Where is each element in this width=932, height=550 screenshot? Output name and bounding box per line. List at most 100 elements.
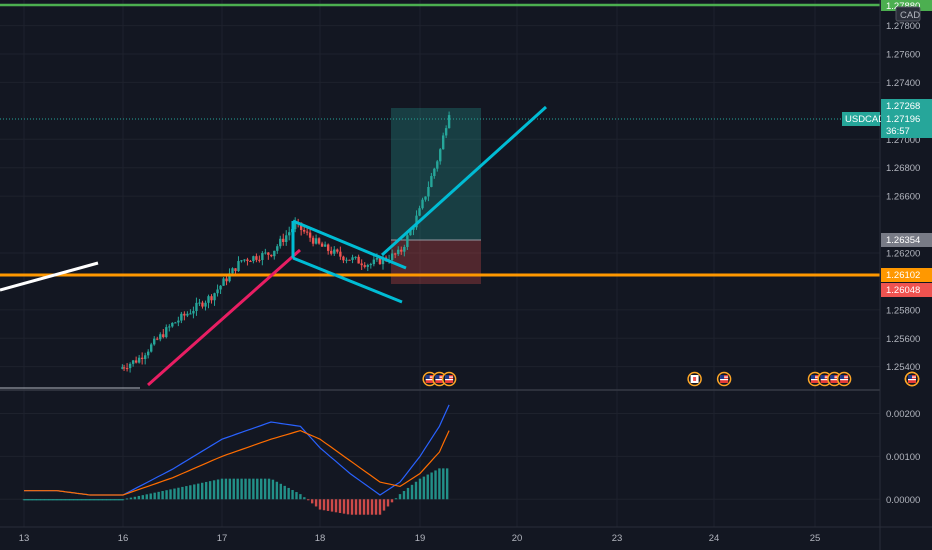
histogram-bar (29, 499, 32, 501)
histogram-bar (240, 478, 243, 500)
histogram-bar (57, 499, 60, 501)
candle-body (237, 261, 240, 272)
histogram-bar (33, 499, 36, 501)
candle-body (444, 128, 448, 136)
price-pane[interactable] (0, 3, 920, 389)
candle-body (378, 257, 382, 265)
price-tick-label: 1.27400 (886, 78, 920, 89)
histogram-bar (394, 498, 398, 500)
histogram-bar (79, 499, 82, 501)
histogram-bar (108, 499, 111, 501)
histogram-bar (59, 499, 63, 501)
candle-body (216, 289, 219, 294)
histogram-bar (350, 499, 354, 515)
histogram-bar (55, 499, 59, 501)
candle-body (122, 367, 126, 369)
histogram-bar (75, 499, 78, 501)
candle-body (252, 256, 255, 262)
candle-body (140, 357, 144, 359)
time-tick-label: 16 (118, 533, 129, 544)
candle-body (363, 265, 366, 267)
macd-axis[interactable]: 0.00200 0.00100 0.00000 (886, 409, 920, 506)
candle-body (134, 360, 138, 363)
symbol-badge: USDCAD (842, 112, 885, 126)
price-tick-label: 1.26600 (886, 192, 920, 203)
candle-body (210, 296, 213, 301)
candle-body (121, 367, 124, 369)
us-flag-icon[interactable] (441, 371, 457, 387)
candle-body (293, 222, 297, 230)
candle-body (150, 344, 153, 352)
currency-badge[interactable]: CAD (895, 6, 921, 22)
candle-body (261, 253, 264, 260)
histogram-bar (374, 499, 378, 515)
economic-events[interactable] (422, 371, 920, 387)
candle-body (302, 229, 306, 232)
flag-upper-line[interactable] (292, 219, 407, 270)
histogram-bar (279, 483, 282, 500)
candle-body (267, 252, 270, 255)
candle-body (400, 249, 403, 252)
stop-loss-zone[interactable] (391, 240, 481, 284)
histogram-bar (39, 499, 43, 501)
candle-body (409, 229, 412, 236)
candle-body (351, 257, 354, 260)
candle-body (441, 135, 445, 150)
histogram-bar (34, 499, 38, 501)
flag-lower-line[interactable] (292, 256, 403, 304)
price-axis[interactable]: 1.27800 1.27600 1.27400 1.27000 1.26800 1.266… (886, 21, 920, 373)
candle-body (143, 355, 147, 359)
candle-body (436, 161, 439, 169)
ca-flag-icon[interactable] (687, 371, 702, 387)
candle-body (171, 322, 174, 327)
candle-body (372, 259, 376, 265)
candle-body (258, 259, 261, 261)
histogram-bar (212, 480, 216, 500)
histogram-bar (197, 483, 200, 500)
svg-text:CAD: CAD (900, 10, 920, 21)
time-tick-label: 20 (512, 533, 523, 544)
histogram-bar (107, 499, 110, 501)
histogram-bar (434, 470, 437, 500)
impulse-trend-line[interactable] (147, 248, 301, 387)
candle-body (326, 244, 330, 251)
histogram-bar (390, 499, 394, 503)
histogram-bar (402, 491, 406, 500)
histogram-bar (53, 499, 56, 501)
histogram-bar (87, 499, 90, 501)
histogram-bar (41, 499, 44, 501)
histogram-bar (99, 499, 102, 501)
us-flag-icon[interactable] (716, 371, 732, 387)
histogram-bar (366, 499, 370, 515)
histogram-bar (338, 499, 342, 513)
candle-body (288, 232, 291, 236)
us-flag-icon[interactable] (904, 371, 920, 387)
histogram-bar (76, 499, 80, 501)
histogram-bar (26, 499, 30, 501)
macd-pane[interactable] (22, 404, 450, 515)
histogram-bar (109, 499, 113, 501)
histogram-bar (38, 499, 42, 501)
time-axis[interactable]: 13 16 17 18 19 20 23 24 25 (19, 533, 821, 544)
histogram-bar (119, 499, 122, 501)
breakout-trend-line[interactable] (380, 105, 548, 257)
svg-text:36:57: 36:57 (886, 126, 910, 137)
time-tick-label: 25 (810, 533, 821, 544)
take-profit-zone[interactable] (391, 108, 481, 240)
histogram-bar (354, 499, 358, 515)
candle-body (342, 256, 345, 261)
histogram-bar (165, 490, 168, 500)
histogram-bar (310, 499, 314, 504)
histogram-bar (326, 499, 330, 511)
candle-body (415, 215, 418, 228)
short-trend-line[interactable] (0, 261, 99, 292)
candle-body (427, 186, 430, 197)
time-tick-label: 18 (315, 533, 326, 544)
histogram-bar (36, 499, 39, 501)
us-flag-icon[interactable] (836, 371, 852, 387)
histogram-bar (398, 494, 402, 500)
candle-body (447, 115, 451, 129)
histogram-bar (220, 478, 224, 500)
histogram-bar (181, 486, 184, 500)
